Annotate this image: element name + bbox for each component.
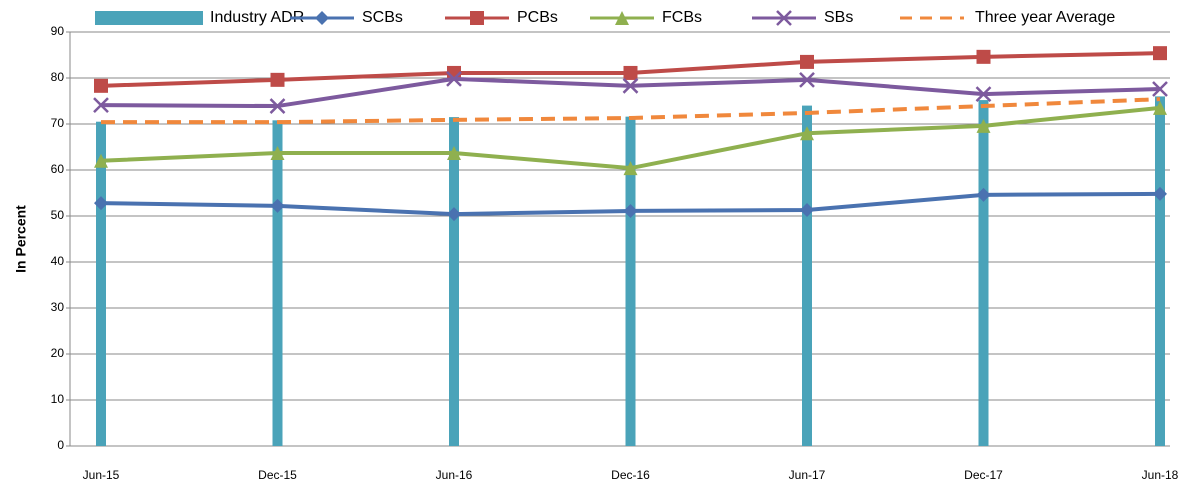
bar bbox=[96, 121, 106, 446]
bar bbox=[625, 116, 636, 446]
marker bbox=[976, 118, 991, 133]
line bbox=[101, 97, 1161, 125]
x-tick-label: Jun-18 bbox=[1142, 468, 1179, 482]
marker bbox=[447, 207, 461, 222]
marker bbox=[94, 196, 108, 211]
marker bbox=[800, 126, 814, 141]
marker bbox=[94, 78, 108, 93]
y-axis-label: In Percent bbox=[13, 205, 29, 273]
legend-label: PCBs bbox=[517, 9, 558, 26]
marker bbox=[799, 71, 815, 88]
marker bbox=[1153, 186, 1167, 201]
x-tick-label: Jun-16 bbox=[436, 468, 473, 482]
marker bbox=[623, 203, 638, 218]
marker bbox=[976, 187, 991, 202]
marker bbox=[975, 86, 992, 102]
x-tick-label: Dec-15 bbox=[258, 468, 297, 482]
marker bbox=[623, 65, 638, 80]
y-tick-label: 40 bbox=[51, 254, 65, 268]
y-tick-label: 0 bbox=[57, 438, 64, 452]
marker bbox=[800, 54, 814, 69]
marker bbox=[615, 11, 629, 25]
bar bbox=[272, 120, 283, 446]
x-tick-label: Jun-17 bbox=[789, 468, 826, 482]
marker bbox=[776, 10, 792, 26]
marker bbox=[470, 11, 484, 25]
y-tick-label: 20 bbox=[51, 346, 65, 360]
y-tick-label: 90 bbox=[51, 24, 65, 38]
bar bbox=[802, 105, 812, 446]
line bbox=[100, 76, 1161, 109]
marker bbox=[269, 98, 286, 114]
marker bbox=[270, 145, 285, 160]
legend-label: Industry ADR bbox=[210, 9, 304, 26]
marker bbox=[94, 153, 108, 168]
y-tick-label: 50 bbox=[51, 208, 65, 222]
marker bbox=[447, 145, 461, 160]
legend-label: SCBs bbox=[362, 9, 403, 26]
bar bbox=[1155, 96, 1165, 447]
x-tick-label: Dec-17 bbox=[964, 468, 1003, 482]
x-tick-label: Jun-15 bbox=[83, 468, 120, 482]
marker bbox=[1152, 81, 1168, 97]
bar bbox=[449, 117, 459, 446]
marker bbox=[270, 72, 285, 87]
marker bbox=[800, 203, 814, 218]
y-tick-label: 70 bbox=[51, 116, 65, 130]
y-tick-label: 10 bbox=[51, 392, 65, 406]
y-tick-label: 80 bbox=[51, 70, 65, 84]
x-tick-label: Dec-16 bbox=[611, 468, 650, 482]
y-tick-label: 30 bbox=[51, 300, 65, 314]
marker bbox=[1153, 46, 1167, 61]
marker bbox=[622, 77, 639, 94]
legend-label: SBs bbox=[824, 9, 853, 26]
marker bbox=[1153, 100, 1167, 115]
marker bbox=[315, 11, 329, 25]
marker bbox=[270, 198, 285, 213]
legend-swatch bbox=[95, 11, 203, 25]
y-tick-label: 60 bbox=[51, 162, 65, 176]
legend-label: FCBs bbox=[662, 9, 702, 26]
marker bbox=[623, 161, 638, 176]
marker bbox=[93, 97, 109, 114]
legend-label: Three year Average bbox=[975, 9, 1115, 26]
marker bbox=[976, 49, 991, 64]
bar bbox=[978, 100, 989, 446]
marker bbox=[446, 71, 462, 87]
